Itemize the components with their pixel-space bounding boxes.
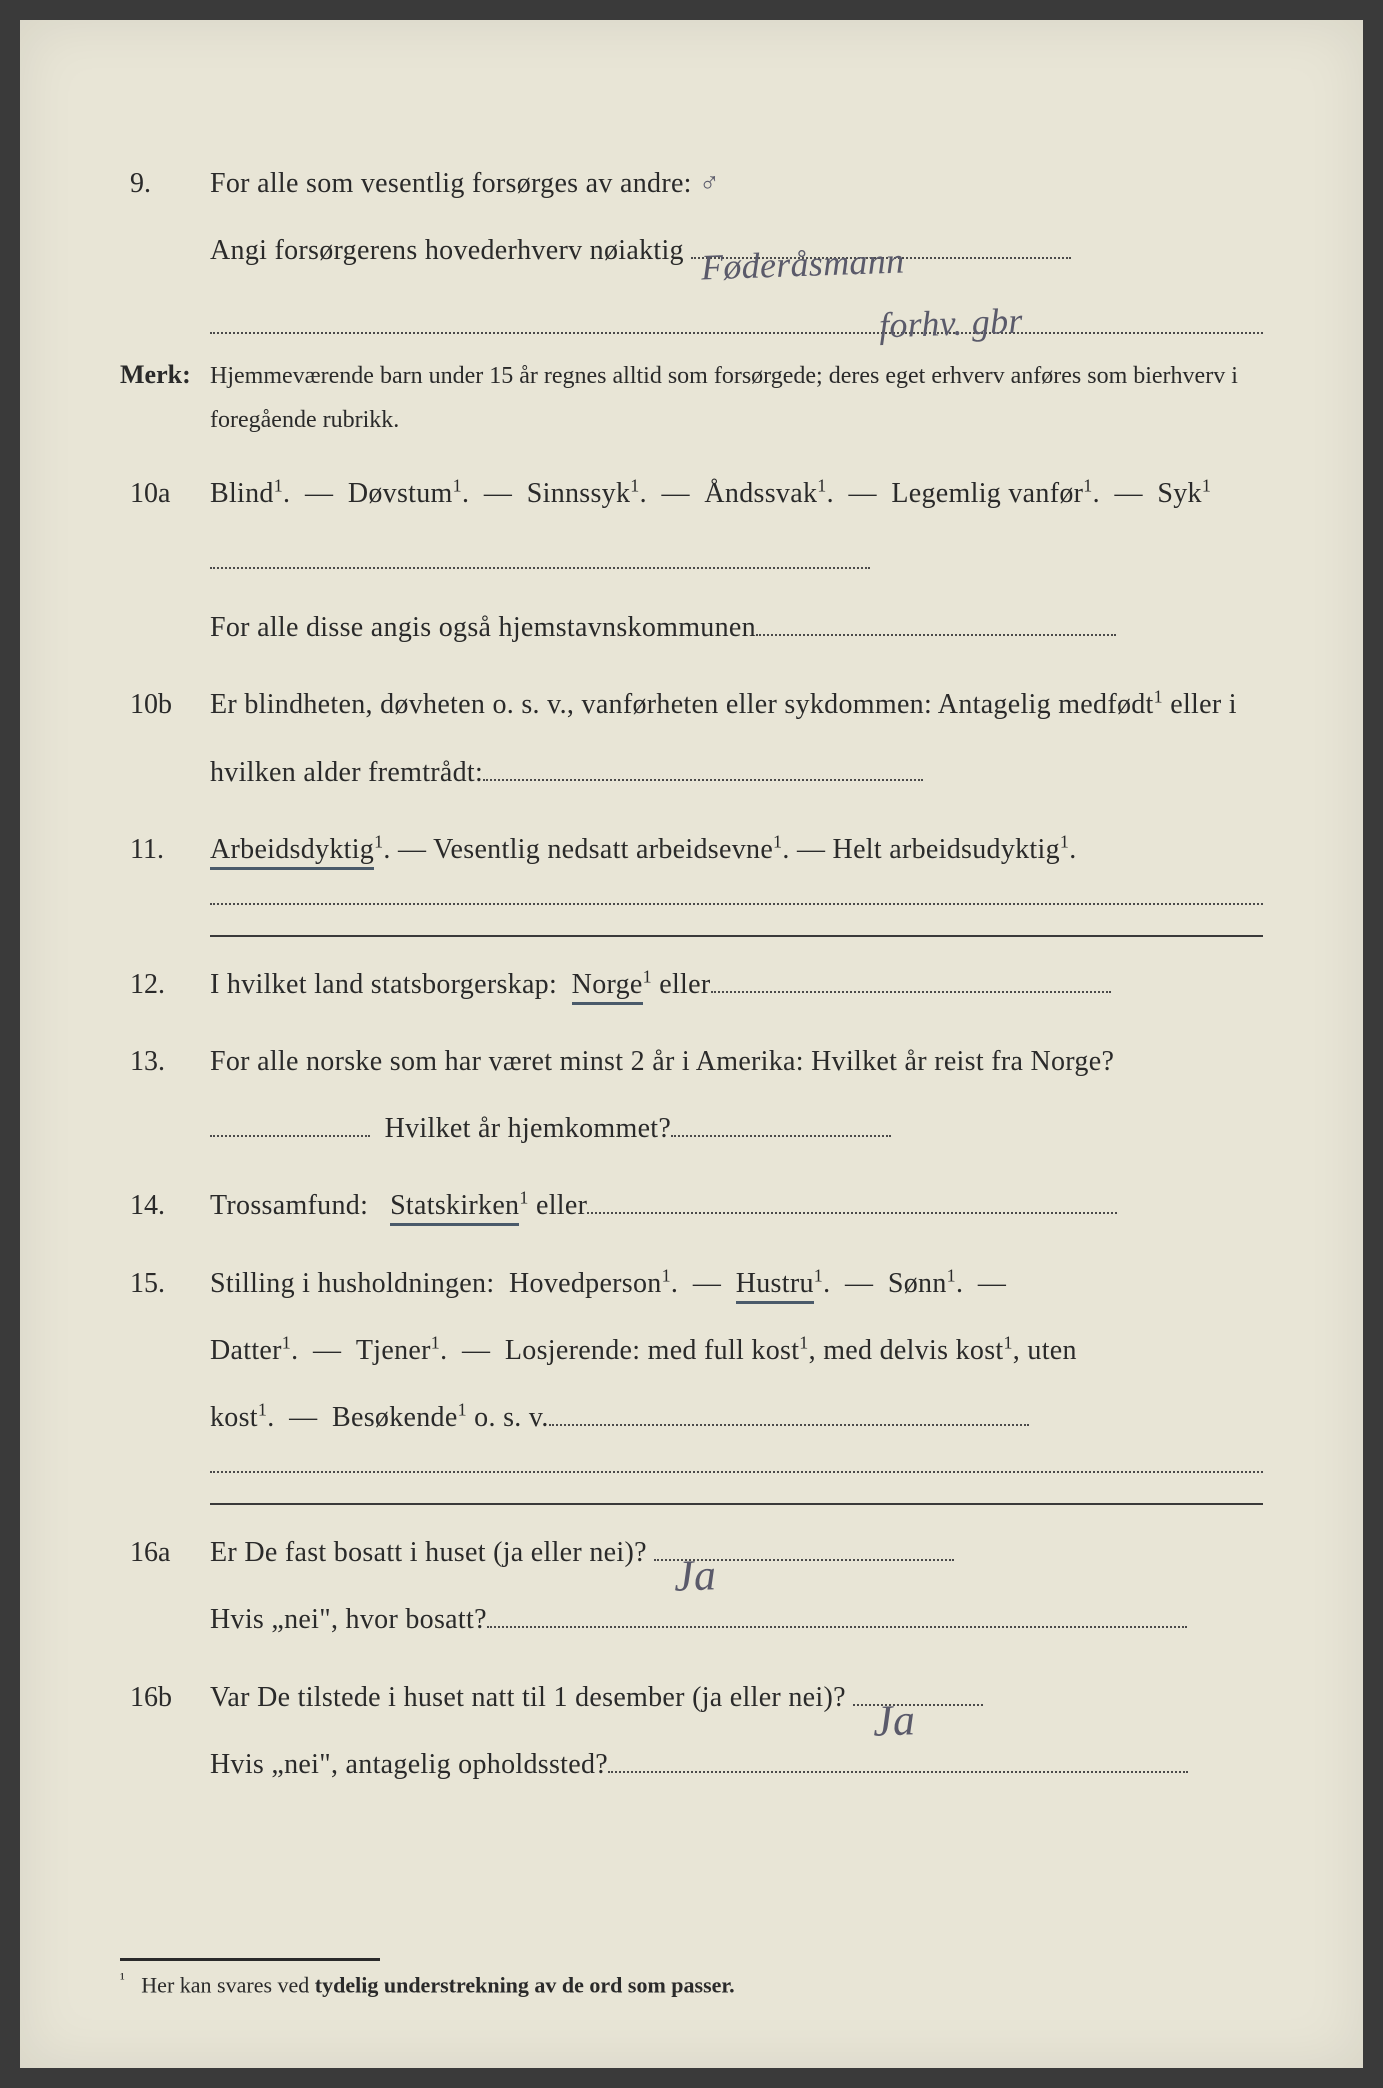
q16b-question: Var De tilstede i huset natt til 1 desem… <box>210 1682 846 1713</box>
q9-handwriting-2: forhv. gbr <box>878 278 1025 369</box>
q16a-answer: Ja <box>672 1522 718 1629</box>
q16a-number: 16a <box>120 1519 210 1586</box>
footnote-marker: ¹ <box>120 1971 125 1988</box>
q16b-content: Var De tilstede i huset natt til 1 desem… <box>210 1664 1263 1798</box>
q10b-number: 10b <box>120 671 210 738</box>
question-16a: 16a Er De fast bosatt i huset (ja eller … <box>120 1519 1263 1653</box>
footnote-rule <box>120 1958 380 1961</box>
q14-label: Trossamfund: <box>210 1190 368 1221</box>
question-16b: 16b Var De tilstede i huset natt til 1 d… <box>120 1664 1263 1798</box>
q9-line1: For alle som vesentlig forsørges av andr… <box>210 168 692 199</box>
document-page: 9. For alle som vesentlig forsørges av a… <box>20 20 1363 2068</box>
question-14: 14. Trossamfund: Statskirken1 eller <box>120 1172 1263 1239</box>
question-13: 13. For alle norske som har været minst … <box>120 1028 1263 1162</box>
q13-content: For alle norske som har været minst 2 år… <box>210 1028 1263 1162</box>
q10a-number: 10a <box>120 460 210 527</box>
q15-number: 15. <box>120 1250 210 1317</box>
q11-number: 11. <box>120 816 210 883</box>
footnote-prefix: Her kan <box>141 1972 217 1997</box>
merk-label: Merk: <box>120 344 210 406</box>
q9-content: For alle som vesentlig forsørges av andr… <box>210 150 1263 334</box>
question-11: 11. Arbeidsdyktig1. — Vesentlig nedsatt … <box>120 816 1263 883</box>
q15-selected: Hustru <box>736 1268 814 1304</box>
question-12: 12. I hvilket land statsborgerskap: Norg… <box>120 951 1263 1018</box>
footnote-bold: tydelig understrekning av de ord som pas… <box>315 1972 735 1997</box>
q16b-answer: Ja <box>871 1667 917 1774</box>
q13-number: 13. <box>120 1028 210 1095</box>
footnote: ¹ Her kan svares ved tydelig understrekn… <box>120 1958 1263 1998</box>
q9-number: 9. <box>120 150 210 217</box>
q14-number: 14. <box>120 1172 210 1239</box>
q16a-content: Er De fast bosatt i huset (ja eller nei)… <box>210 1519 1263 1653</box>
q10a-line2: For alle disse angis også hjemstavnskomm… <box>210 612 756 643</box>
q9-handwriting-mark: ♂ <box>698 150 722 218</box>
q16b-number: 16b <box>120 1664 210 1731</box>
merk-note: Merk: Hjemmeværende barn under 15 år reg… <box>120 344 1263 441</box>
merk-text: Hjemmeværende barn under 15 år regnes al… <box>210 355 1263 441</box>
q16b-sub: Hvis „nei", antagelig opholdssted? <box>210 1749 608 1780</box>
divider-after-11 <box>210 903 1263 905</box>
question-9: 9. For alle som vesentlig forsørges av a… <box>120 150 1263 334</box>
q10a-content: Blind1. — Døvstum1. — Sinnssyk1. — Åndss… <box>210 460 1263 662</box>
q16a-sub: Hvis „nei", hvor bosatt? <box>210 1604 487 1635</box>
q11-content: Arbeidsdyktig1. — Vesentlig nedsatt arbe… <box>210 816 1263 883</box>
q12-selected: Norge <box>572 969 643 1005</box>
q9-line2-label: Angi forsørgerens hovederhverv nøiaktig <box>210 235 684 266</box>
q12-content: I hvilket land statsborgerskap: Norge1 e… <box>210 951 1263 1018</box>
q15-content: Stilling i husholdningen: Hovedperson1. … <box>210 1250 1263 1452</box>
q16a-question: Er De fast bosatt i huset (ja eller nei)… <box>210 1537 647 1568</box>
q14-selected: Statskirken <box>390 1190 519 1226</box>
question-15: 15. Stilling i husholdningen: Hovedperso… <box>120 1250 1263 1452</box>
q10b-content: Er blindheten, døvheten o. s. v., vanfør… <box>210 671 1263 805</box>
q14-content: Trossamfund: Statskirken1 eller <box>210 1172 1263 1239</box>
footnote-mid: svares ved <box>217 1972 315 1997</box>
section-rule-1 <box>210 935 1263 937</box>
section-rule-2 <box>210 1503 1263 1505</box>
question-10a: 10a Blind1. — Døvstum1. — Sinnssyk1. — Å… <box>120 460 1263 662</box>
question-10b: 10b Er blindheten, døvheten o. s. v., va… <box>120 671 1263 805</box>
footnote-text: ¹ Her kan svares ved tydelig understrekn… <box>120 1971 1263 1998</box>
q12-number: 12. <box>120 951 210 1018</box>
divider-after-15 <box>210 1471 1263 1473</box>
q11-selected: Arbeidsdyktig <box>210 834 374 870</box>
q12-text: I hvilket land statsborgerskap: <box>210 969 557 1000</box>
